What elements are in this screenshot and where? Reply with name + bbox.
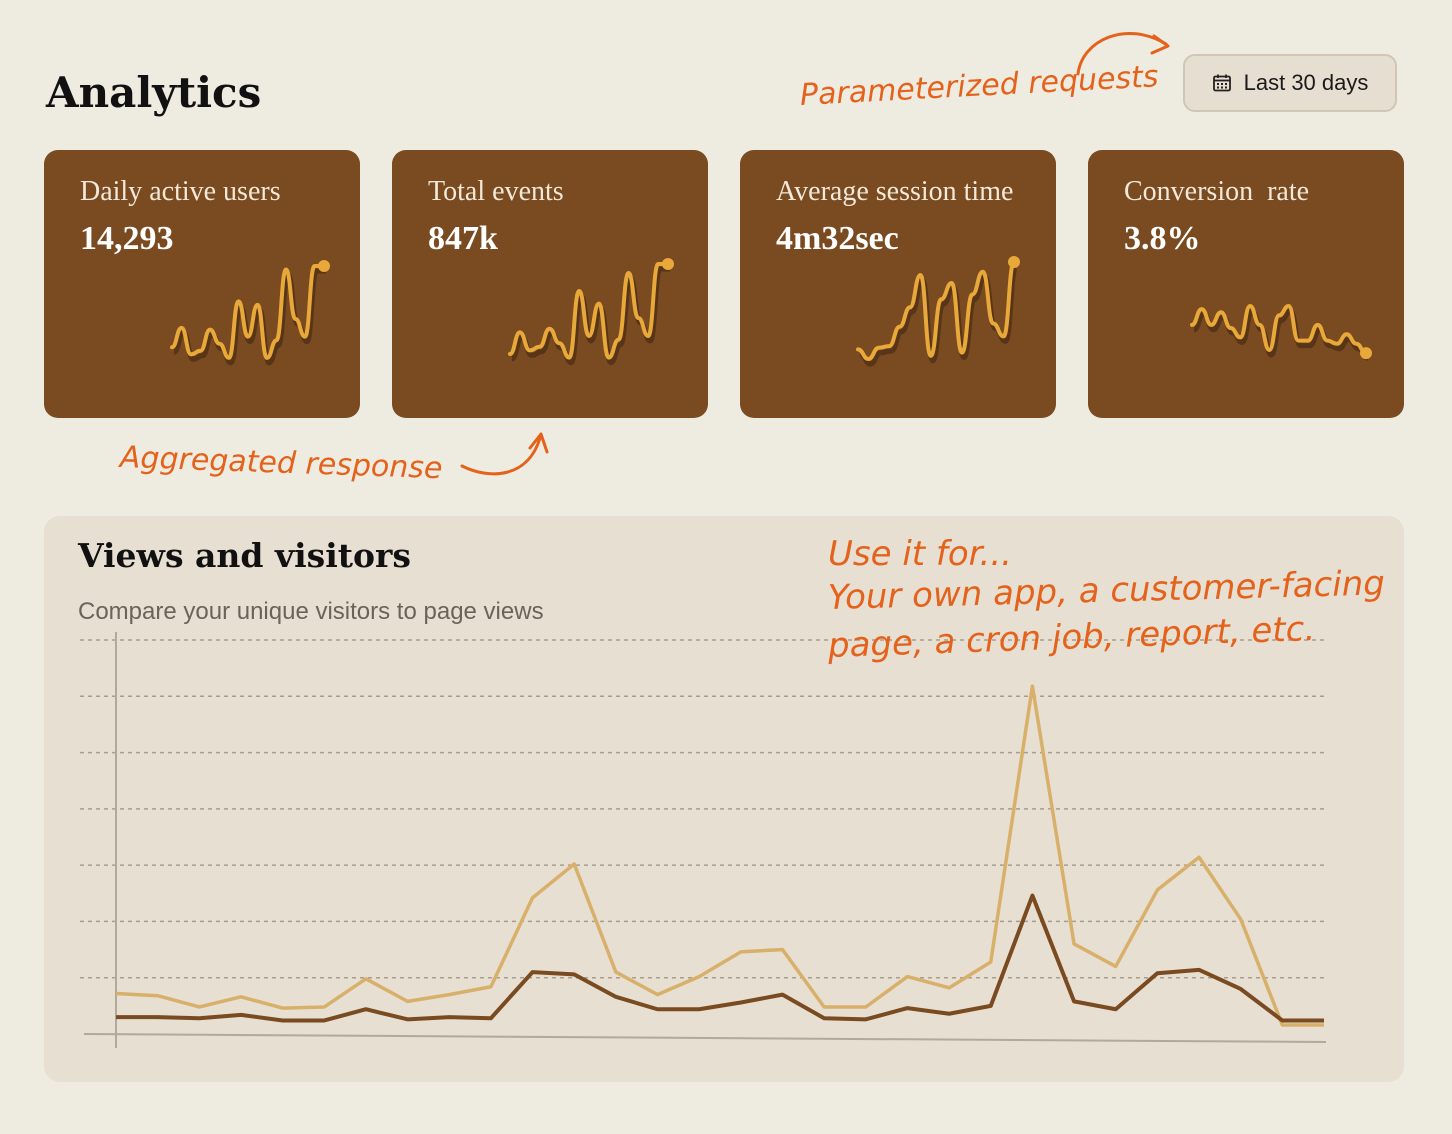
date-range-label: Last 30 days — [1243, 70, 1369, 95]
metric-label: Total events — [428, 176, 564, 207]
metric-value: 3.8% — [1124, 220, 1201, 257]
sparkline-path — [856, 260, 1016, 362]
metric-card-total-events[interactable]: Total events 847k — [392, 150, 708, 418]
views-visitors-panel — [44, 516, 1404, 1082]
sparkline — [1190, 304, 1372, 361]
date-range-button[interactable]: Last 30 days — [1183, 54, 1397, 112]
x-axis-line — [83, 1033, 1327, 1043]
metric-label: Daily active users — [80, 176, 281, 207]
page-title: Analytics — [46, 68, 262, 117]
metric-value: 4m32sec — [776, 220, 899, 257]
panel-subtitle: Compare your unique visitors to page vie… — [78, 598, 544, 625]
sparkline — [170, 260, 330, 366]
sparkline-path — [1190, 304, 1368, 356]
views-series-line — [115, 684, 1324, 1027]
metric-label: Conversion rate — [1124, 176, 1310, 207]
sparkline-end-point — [1360, 347, 1372, 360]
sparkline-path — [170, 264, 326, 360]
sparkline-end-point — [318, 260, 330, 272]
sparkline — [856, 256, 1020, 367]
panel-title: Views and visitors — [78, 536, 412, 575]
metric-card-average-session-time[interactable]: Average session time 4m32sec — [740, 150, 1056, 418]
metric-card-conversion-rate[interactable]: Conversion rate 3.8% — [1088, 150, 1404, 418]
sparkline-end-point — [1008, 256, 1020, 268]
metric-label: Average session time — [776, 176, 1014, 207]
visitors-series-line — [116, 893, 1324, 1023]
metric-value: 14,293 — [80, 220, 174, 257]
calendar-icon — [1212, 73, 1232, 93]
metric-value: 847k — [428, 220, 498, 257]
sparkline — [508, 258, 674, 366]
metric-card-daily-active-users[interactable]: Daily active users 14,293 — [44, 150, 360, 418]
annotation-use-it-for-1: Use it for... — [828, 534, 1012, 574]
sparkline-end-point — [662, 258, 674, 270]
sparkline-path — [508, 262, 670, 360]
